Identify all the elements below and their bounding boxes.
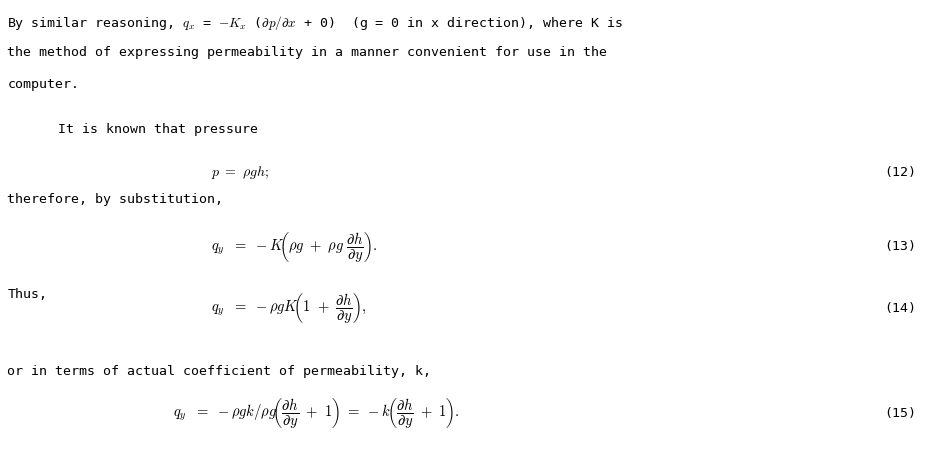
Text: $p\ =\ \rho gh;$: $p\ =\ \rho gh;$ (211, 164, 269, 181)
Text: $q_y\ \ =\ -\rho g k/\rho g\!\left(\dfrac{\partial h}{\partial y}\ +\ 1\right)\ : $q_y\ \ =\ -\rho g k/\rho g\!\left(\dfra… (173, 396, 460, 430)
Text: Thus,: Thus, (7, 288, 48, 301)
Text: therefore, by substitution,: therefore, by substitution, (7, 193, 224, 206)
Text: By similar reasoning, $q_x$ = $-K_x$ ($\partial p/\partial x$ + 0)  (g = 0 in x : By similar reasoning, $q_x$ = $-K_x$ ($\… (7, 14, 622, 33)
Text: $q_y\ \ =\ -\rho g K\!\left(1\ +\ \dfrac{\partial h}{\partial y}\right),$: $q_y\ \ =\ -\rho g K\!\left(1\ +\ \dfrac… (211, 291, 366, 325)
Text: the method of expressing permeability in a manner convenient for use in the: the method of expressing permeability in… (7, 46, 607, 59)
Text: It is known that pressure: It is known that pressure (58, 123, 257, 136)
Text: $q_y\ \ =\ -K\!\left(\rho g\ +\ \rho g\ \dfrac{\partial h}{\partial y}\right).$: $q_y\ \ =\ -K\!\left(\rho g\ +\ \rho g\ … (211, 230, 377, 264)
Text: (13): (13) (884, 241, 915, 253)
Text: (12): (12) (884, 166, 915, 178)
Text: (15): (15) (884, 407, 915, 419)
Text: computer.: computer. (7, 78, 80, 91)
Text: (14): (14) (884, 302, 915, 314)
Text: or in terms of actual coefficient of permeability, k,: or in terms of actual coefficient of per… (7, 365, 431, 378)
